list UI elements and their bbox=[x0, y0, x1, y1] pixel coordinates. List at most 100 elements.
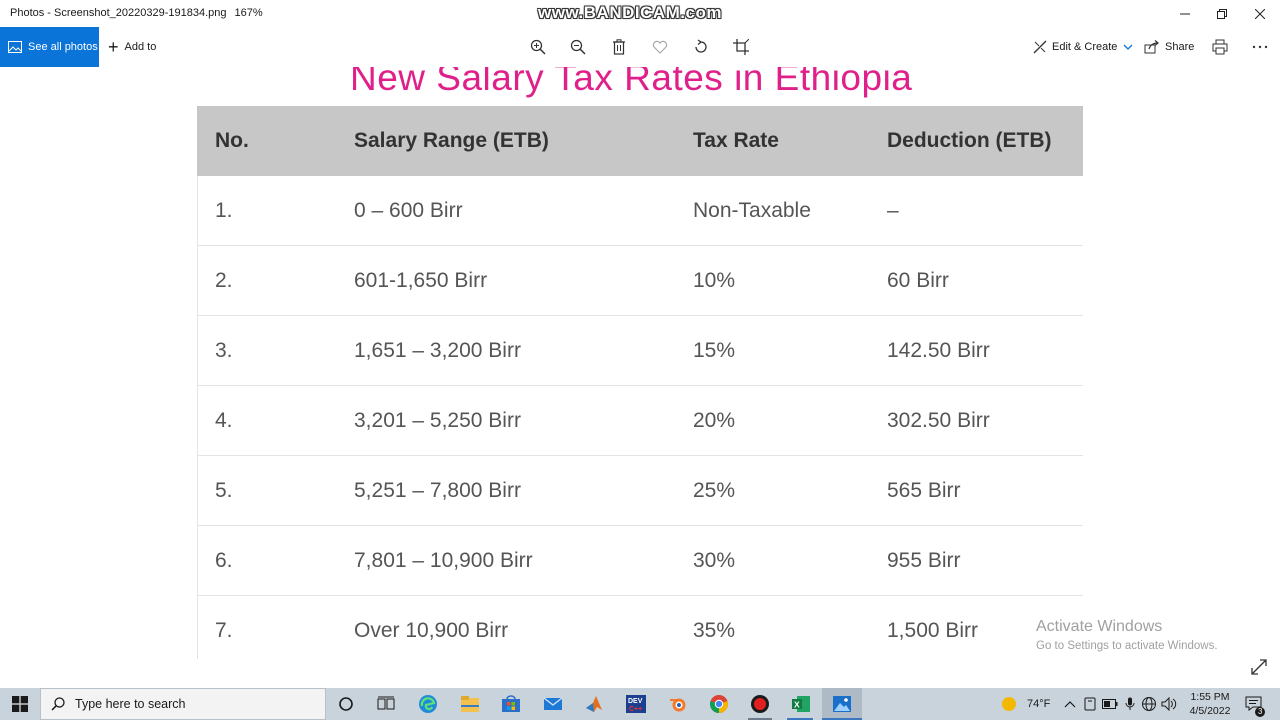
svg-text:X: X bbox=[794, 700, 800, 710]
rotate-button[interactable] bbox=[691, 37, 711, 57]
header-number: No. bbox=[215, 129, 249, 152]
crop-icon bbox=[733, 39, 749, 55]
header-deduction: Deduction (ETB) bbox=[887, 129, 1052, 152]
show-hidden-icons[interactable] bbox=[1064, 688, 1076, 720]
table-left-border bbox=[197, 176, 198, 659]
task-view-button[interactable] bbox=[374, 692, 398, 716]
network-indicator[interactable] bbox=[1141, 688, 1157, 720]
edge-app[interactable] bbox=[416, 692, 440, 716]
photo-viewer: New Salary Tax Rates in Ethiopia No. Sal… bbox=[0, 67, 1280, 688]
close-button[interactable] bbox=[1241, 0, 1279, 27]
photos-app[interactable] bbox=[830, 692, 854, 716]
store-icon bbox=[502, 695, 520, 712]
store-app[interactable] bbox=[499, 692, 523, 716]
cell-salary-range: Over 10,900 Birr bbox=[354, 619, 509, 642]
window-title: Photos - Screenshot_20220329-191834.png bbox=[10, 7, 227, 19]
microphone-indicator[interactable] bbox=[1125, 688, 1135, 720]
battery-indicator[interactable] bbox=[1102, 688, 1118, 720]
notification-center-button[interactable]: 3 bbox=[1245, 688, 1266, 720]
system-clock[interactable]: 1:55 PM 4/5/2022 bbox=[1186, 690, 1234, 718]
cortana-icon bbox=[339, 697, 353, 711]
zoom-out-button[interactable] bbox=[568, 37, 588, 57]
activate-windows-title: Activate Windows bbox=[1036, 618, 1163, 635]
cell-number: 4. bbox=[215, 409, 233, 432]
table-row: 3. 1,651 – 3,200 Birr 15% 142.50 Birr bbox=[197, 316, 1083, 386]
table-row: 2. 601-1,650 Birr 10% 60 Birr bbox=[197, 246, 1083, 316]
delete-button[interactable] bbox=[609, 37, 629, 57]
cell-tax-rate: 25% bbox=[693, 479, 736, 502]
see-all-photos-label: See all photos bbox=[28, 41, 98, 53]
add-to-button[interactable]: + Add to bbox=[108, 27, 156, 67]
mail-app[interactable] bbox=[541, 692, 565, 716]
photos-running-indicator bbox=[822, 718, 862, 720]
search-icon bbox=[51, 697, 65, 711]
bandicam-watermark: www.BANDICAM.com bbox=[538, 3, 722, 22]
edit-create-icon-wrap[interactable] bbox=[1030, 37, 1050, 57]
window-title-area: Photos - Screenshot_20220329-191834.png 1… bbox=[10, 7, 263, 19]
share-icon-wrap[interactable] bbox=[1142, 37, 1162, 57]
activate-windows-subtitle: Go to Settings to activate Windows. bbox=[1036, 640, 1218, 652]
cell-number: 5. bbox=[215, 479, 233, 502]
blender-icon bbox=[670, 698, 686, 712]
photos-icon bbox=[833, 696, 851, 712]
taskbar-search-box[interactable]: Type here to search bbox=[40, 688, 326, 720]
table-row: 4. 3,201 – 5,250 Birr 20% 302.50 Birr bbox=[197, 386, 1083, 456]
see-all-photos-button[interactable]: See all photos bbox=[0, 27, 99, 67]
cell-number: 7. bbox=[215, 619, 233, 642]
chrome-app[interactable] bbox=[707, 692, 731, 716]
windows-logo-icon bbox=[12, 696, 28, 712]
cell-tax-rate: 35% bbox=[693, 619, 736, 642]
expand-icon bbox=[1251, 659, 1267, 675]
weather-temp: 74°F bbox=[1027, 698, 1051, 710]
favorite-button[interactable] bbox=[650, 37, 670, 57]
cell-tax-rate: Non-Taxable bbox=[693, 199, 811, 222]
cell-deduction: 955 Birr bbox=[887, 549, 961, 572]
cell-deduction: 142.50 Birr bbox=[887, 339, 990, 362]
photos-icon bbox=[8, 41, 22, 53]
matlab-app[interactable] bbox=[582, 692, 606, 716]
cell-salary-range: 1,651 – 3,200 Birr bbox=[354, 339, 521, 362]
weather-widget[interactable]: 74°F bbox=[1000, 688, 1050, 720]
cell-salary-range: 3,201 – 5,250 Birr bbox=[354, 409, 521, 432]
cell-deduction: 60 Birr bbox=[887, 269, 949, 292]
more-options-button[interactable] bbox=[1250, 37, 1270, 57]
cortana-button[interactable] bbox=[334, 692, 358, 716]
cell-salary-range: 7,801 – 10,900 Birr bbox=[354, 549, 533, 572]
clock-time: 1:55 PM bbox=[1190, 691, 1230, 703]
start-button[interactable] bbox=[0, 688, 40, 720]
cell-deduction: – bbox=[887, 199, 899, 222]
cell-deduction: 1,500 Birr bbox=[887, 619, 979, 642]
trash-icon bbox=[613, 39, 625, 55]
edit-create-icon bbox=[1033, 40, 1047, 54]
minimize-icon bbox=[1180, 13, 1190, 14]
blender-app[interactable] bbox=[666, 692, 690, 716]
chevron-up-icon bbox=[1064, 701, 1076, 708]
zoom-in-button[interactable] bbox=[528, 37, 548, 57]
share-button[interactable]: Share bbox=[1165, 27, 1194, 67]
more-icon bbox=[1252, 45, 1268, 49]
edit-create-button[interactable]: Edit & Create bbox=[1052, 27, 1133, 67]
minimize-button[interactable] bbox=[1166, 0, 1204, 27]
mail-icon bbox=[543, 697, 563, 710]
fullscreen-button[interactable] bbox=[1250, 658, 1270, 678]
tray-app-icon[interactable] bbox=[1084, 688, 1096, 720]
cell-deduction: 302.50 Birr bbox=[887, 409, 990, 432]
volume-indicator[interactable] bbox=[1161, 688, 1177, 720]
restore-button[interactable] bbox=[1203, 0, 1241, 27]
add-to-label: Add to bbox=[124, 41, 157, 53]
share-icon bbox=[1144, 40, 1159, 54]
edge-icon bbox=[419, 695, 437, 713]
svg-text:C++: C++ bbox=[629, 706, 642, 713]
chevron-down-icon bbox=[1123, 44, 1133, 50]
bandicam-app[interactable] bbox=[748, 692, 772, 716]
crop-button[interactable] bbox=[731, 37, 751, 57]
chrome-icon bbox=[709, 695, 729, 713]
dev-cpp-app[interactable]: DEV C++ bbox=[624, 692, 648, 716]
table-row: 6. 7,801 – 10,900 Birr 30% 955 Birr bbox=[197, 526, 1083, 596]
print-button[interactable] bbox=[1210, 37, 1230, 57]
cell-number: 6. bbox=[215, 549, 233, 572]
battery-icon bbox=[1102, 699, 1118, 709]
file-explorer-app[interactable] bbox=[458, 692, 482, 716]
taskbar: Type here to search DEV C++ X 7 bbox=[0, 688, 1280, 720]
excel-app[interactable]: X bbox=[789, 692, 813, 716]
